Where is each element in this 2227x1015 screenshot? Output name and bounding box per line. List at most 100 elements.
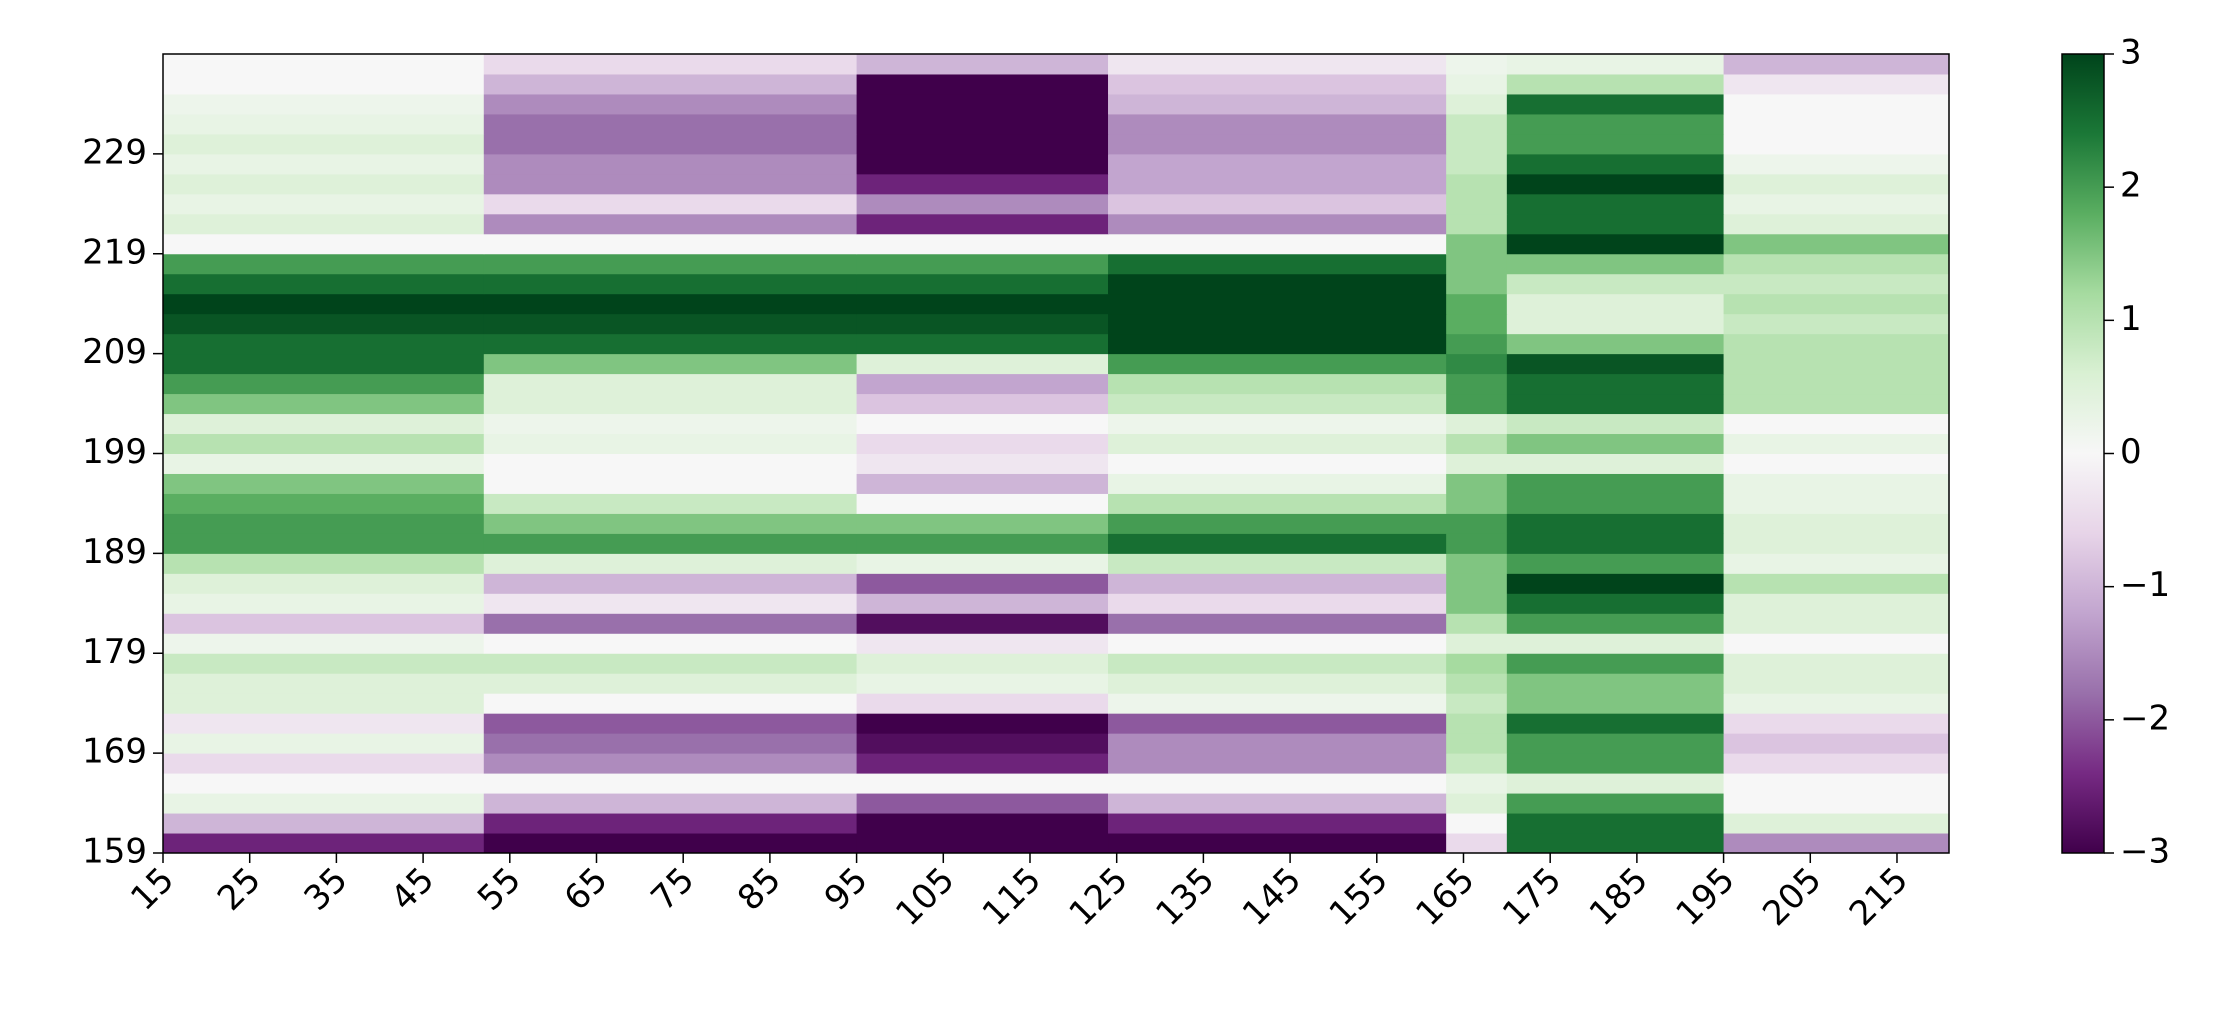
heatmap-cell — [163, 133, 485, 155]
heatmap-cell — [1446, 773, 1508, 794]
heatmap-cell — [1506, 173, 1725, 195]
heatmap-cell — [1723, 173, 1950, 195]
heatmap-cell — [163, 653, 485, 674]
heatmap-cell — [483, 593, 858, 614]
heatmap-cell — [1723, 393, 1950, 415]
heatmap-cell — [483, 473, 858, 494]
heatmap-cell — [163, 93, 485, 115]
heatmap-cell — [1723, 353, 1950, 375]
heatmap-cell — [1108, 213, 1447, 235]
heatmap-cell — [856, 373, 1109, 395]
x-tick-label: 55 — [470, 860, 529, 919]
heatmap-cell — [856, 273, 1109, 295]
heatmap-cell — [1108, 413, 1447, 435]
heatmap-cell — [1446, 753, 1508, 774]
heatmap-cell — [163, 533, 485, 554]
heatmap-cell — [1446, 453, 1508, 474]
heatmap-cell — [1723, 773, 1950, 794]
heatmap-cell — [163, 393, 485, 415]
x-tick-label: 215 — [1842, 860, 1916, 934]
heatmap-cell — [856, 573, 1109, 594]
heatmap-cell — [1723, 693, 1950, 714]
heatmap-cell — [163, 73, 485, 95]
heatmap-cell — [1446, 493, 1508, 514]
x-tick-label: 135 — [1148, 860, 1222, 934]
heatmap-cell — [483, 93, 858, 115]
heatmap-cell — [483, 573, 858, 594]
heatmap-cell — [163, 433, 485, 454]
heatmap-cell — [1506, 113, 1725, 135]
heatmap-cell — [1506, 573, 1725, 594]
heatmap-cell — [856, 593, 1109, 614]
heatmap-cell — [483, 693, 858, 714]
heatmap-cell — [1108, 673, 1447, 694]
heatmap-cell — [1723, 633, 1950, 654]
heatmap-cell — [1108, 173, 1447, 195]
heatmap — [163, 54, 1950, 854]
heatmap-cell — [1108, 593, 1447, 614]
heatmap-cell — [856, 793, 1109, 814]
heatmap-cell — [1108, 193, 1447, 215]
x-tick-label: 45 — [383, 860, 442, 919]
heatmap-cell — [1108, 713, 1447, 734]
heatmap-cell — [856, 233, 1109, 255]
heatmap-cell — [163, 313, 485, 335]
heatmap-cell — [1108, 813, 1447, 834]
heatmap-cell — [483, 613, 858, 634]
heatmap-cell — [483, 393, 858, 415]
heatmap-cell — [163, 793, 485, 814]
heatmap-cell — [1446, 593, 1508, 614]
heatmap-cell — [163, 213, 485, 235]
heatmap-cell — [163, 453, 485, 474]
heatmap-cell — [163, 113, 485, 135]
heatmap-cell — [1506, 813, 1725, 834]
heatmap-cell — [1108, 333, 1447, 355]
heatmap-cell — [1108, 553, 1447, 574]
heatmap-cell — [1723, 333, 1950, 355]
heatmap-cell — [856, 753, 1109, 774]
heatmap-cell — [856, 113, 1109, 135]
heatmap-cell — [1506, 293, 1725, 315]
heatmap-cell — [1446, 73, 1508, 95]
heatmap-cell — [483, 453, 858, 474]
x-tick-label: 105 — [888, 860, 962, 934]
heatmap-cell — [163, 253, 485, 275]
heatmap-cell — [1108, 73, 1447, 95]
heatmap-cell — [856, 433, 1109, 454]
heatmap-cell — [1108, 54, 1447, 75]
heatmap-cell — [1446, 193, 1508, 215]
heatmap-cell — [1506, 273, 1725, 295]
heatmap-cell — [1723, 313, 1950, 335]
heatmap-cell — [1108, 233, 1447, 255]
x-tick-label: 85 — [730, 860, 789, 919]
y-tick-label: 169 — [82, 732, 147, 772]
heatmap-cell — [1506, 673, 1725, 694]
heatmap-cell — [1446, 213, 1508, 235]
heatmap-cell — [163, 573, 485, 594]
heatmap-cell — [1723, 593, 1950, 614]
heatmap-cell — [483, 413, 858, 435]
heatmap-cell — [483, 333, 858, 355]
heatmap-cell — [1506, 413, 1725, 435]
colorbar-tick-label: −3 — [2120, 832, 2170, 872]
heatmap-cell — [1446, 413, 1508, 435]
heatmap-cell — [856, 533, 1109, 554]
heatmap-cell — [1506, 493, 1725, 514]
heatmap-cell — [163, 693, 485, 714]
heatmap-cell — [163, 373, 485, 395]
heatmap-cell — [1446, 153, 1508, 175]
heatmap-cell — [1723, 833, 1950, 854]
heatmap-cell — [163, 333, 485, 355]
heatmap-cell — [1723, 413, 1950, 435]
heatmap-cell — [1506, 54, 1725, 75]
heatmap-cell — [1506, 533, 1725, 554]
heatmap-cell — [483, 293, 858, 315]
x-tick-label: 125 — [1062, 860, 1136, 934]
heatmap-cell — [1506, 393, 1725, 415]
heatmap-cell — [1723, 153, 1950, 175]
heatmap-cell — [1108, 93, 1447, 115]
heatmap-cell — [1108, 533, 1447, 554]
heatmap-cell — [856, 493, 1109, 514]
x-tick-label: 185 — [1582, 860, 1656, 934]
colorbar-tick-label: −1 — [2120, 565, 2170, 605]
